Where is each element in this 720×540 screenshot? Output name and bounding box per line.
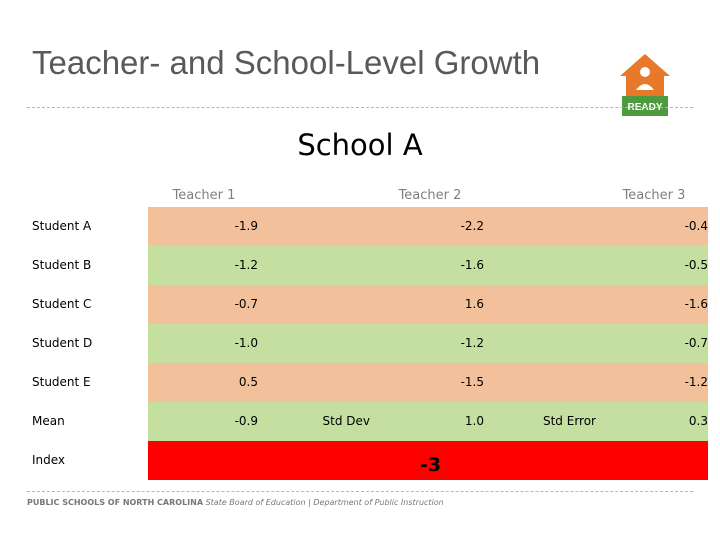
- index-value: -3: [420, 454, 442, 476]
- row-label: Student D: [32, 336, 93, 350]
- row-label: Student A: [32, 219, 92, 233]
- cell-value: -1.2: [234, 258, 258, 272]
- row-background: [148, 246, 708, 285]
- footer-dept: State Board of Education | Department of…: [205, 498, 444, 507]
- cell-value: -1.2: [460, 336, 484, 350]
- cell-value: -1.6: [460, 258, 484, 272]
- cell-value: -1.2: [684, 375, 708, 389]
- row-label: Student C: [32, 297, 92, 311]
- stat-value: 1.0: [464, 414, 484, 428]
- index-background: [148, 441, 708, 480]
- cell-value: -1.6: [684, 297, 708, 311]
- logo: READY: [620, 54, 670, 116]
- cell-value: -1.0: [234, 336, 258, 350]
- cell-value: 0.5: [238, 375, 258, 389]
- cell-value: -0.7: [234, 297, 258, 311]
- divider: [27, 491, 693, 492]
- footer-org: PUBLIC SCHOOLS OF NORTH CAROLINA: [27, 498, 204, 507]
- slide-title: Teacher- and School-Level Growth: [32, 44, 541, 81]
- stat-label: Std Dev: [322, 414, 370, 428]
- row-label: Student E: [32, 375, 91, 389]
- row-background: [148, 363, 708, 402]
- stat-label: Std Error: [542, 414, 596, 428]
- row-background: [148, 402, 708, 441]
- row-background: [148, 207, 708, 246]
- subtitle: School A: [297, 128, 423, 162]
- footer: PUBLIC SCHOOLS OF NORTH CAROLINA State B…: [27, 498, 444, 507]
- row-label: Student B: [32, 258, 92, 272]
- cell-value: -0.4: [684, 219, 708, 233]
- cell-value: 1.6: [464, 297, 484, 311]
- column-header: Teacher 3: [622, 188, 686, 203]
- stat-value: 0.3: [688, 414, 708, 428]
- row-background: [148, 285, 708, 324]
- cell-value: -1.5: [460, 375, 484, 389]
- row-background: [148, 324, 708, 363]
- column-header: Teacher 2: [398, 188, 462, 203]
- mean-value: -0.9: [234, 414, 258, 428]
- row-label: Index: [32, 453, 66, 467]
- cell-value: -1.9: [234, 219, 258, 233]
- cell-value: -2.2: [460, 219, 484, 233]
- divider: [27, 107, 693, 108]
- cell-value: -0.7: [684, 336, 708, 350]
- row-label: Mean: [32, 414, 65, 428]
- cell-value: -0.5: [684, 258, 708, 272]
- column-header: Teacher 1: [172, 188, 236, 203]
